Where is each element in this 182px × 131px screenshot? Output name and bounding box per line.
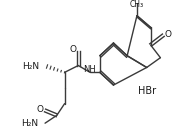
Text: H₂N: H₂N xyxy=(22,62,39,71)
Text: H₂N: H₂N xyxy=(21,119,38,128)
Text: O: O xyxy=(70,45,77,54)
Text: NH: NH xyxy=(83,65,95,74)
Text: CH₃: CH₃ xyxy=(130,0,144,9)
Text: O: O xyxy=(37,105,44,114)
Text: O: O xyxy=(165,30,172,39)
Text: HBr: HBr xyxy=(138,86,156,96)
